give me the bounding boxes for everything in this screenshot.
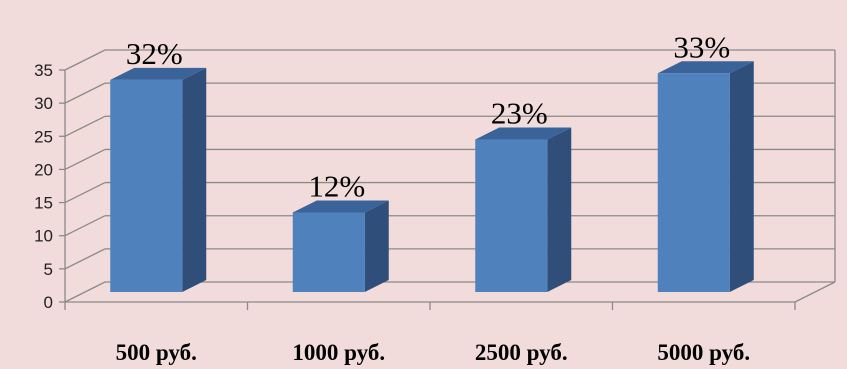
bar-side-face (364, 200, 389, 292)
y-tick-label: 20 (34, 160, 53, 179)
y-tick-label: 5 (44, 260, 53, 279)
bar-front-face (657, 73, 730, 292)
gridline-side (64, 82, 106, 104)
gridline-side (64, 49, 106, 71)
x-category-label: 1000 руб. (292, 340, 385, 365)
y-tick-label: 0 (44, 293, 53, 312)
gridline-side (64, 248, 106, 270)
bar-side-face (729, 61, 754, 292)
bar-front-face (110, 79, 183, 292)
bars (110, 61, 754, 293)
bar-top-face (292, 200, 389, 213)
bar-top-face (657, 61, 754, 74)
bar-2 (292, 200, 389, 292)
bar-3 (475, 127, 572, 293)
y-tick-label: 15 (34, 194, 53, 213)
axes: 0 5 10 15 20 25 30 35 (34, 61, 836, 312)
data-label: 33% (673, 29, 730, 64)
bar-front-face (475, 139, 548, 292)
bar-top-face (110, 67, 207, 80)
gridline-side (64, 148, 106, 171)
y-tick-label: 10 (34, 227, 53, 246)
bar-front-face (292, 212, 365, 292)
y-tick-label: 35 (34, 61, 53, 80)
x-category-label: 5000 руб. (657, 340, 750, 365)
gridline-side (64, 215, 106, 237)
data-label: 12% (308, 168, 365, 203)
gridline-side (64, 115, 106, 137)
bar-top-face (475, 127, 572, 140)
y-tick-label: 30 (34, 94, 53, 113)
bar-side-face (547, 127, 572, 293)
x-category-label: 2500 руб. (475, 340, 568, 365)
gridline-side (64, 181, 106, 204)
bar-4 (657, 61, 754, 292)
data-label: 32% (126, 36, 183, 71)
y-tick-label: 25 (34, 127, 53, 146)
data-label: 23% (491, 96, 548, 131)
gridline-side (64, 281, 106, 303)
labels: 32% 500 руб. 12% 1000 руб. 23% 2500 руб. 33% 50… (116, 29, 750, 365)
x-category-label: 500 руб. (116, 340, 197, 365)
bar-side-face (182, 67, 207, 292)
floor-right-edge (794, 281, 836, 303)
bar-1 (110, 67, 207, 292)
